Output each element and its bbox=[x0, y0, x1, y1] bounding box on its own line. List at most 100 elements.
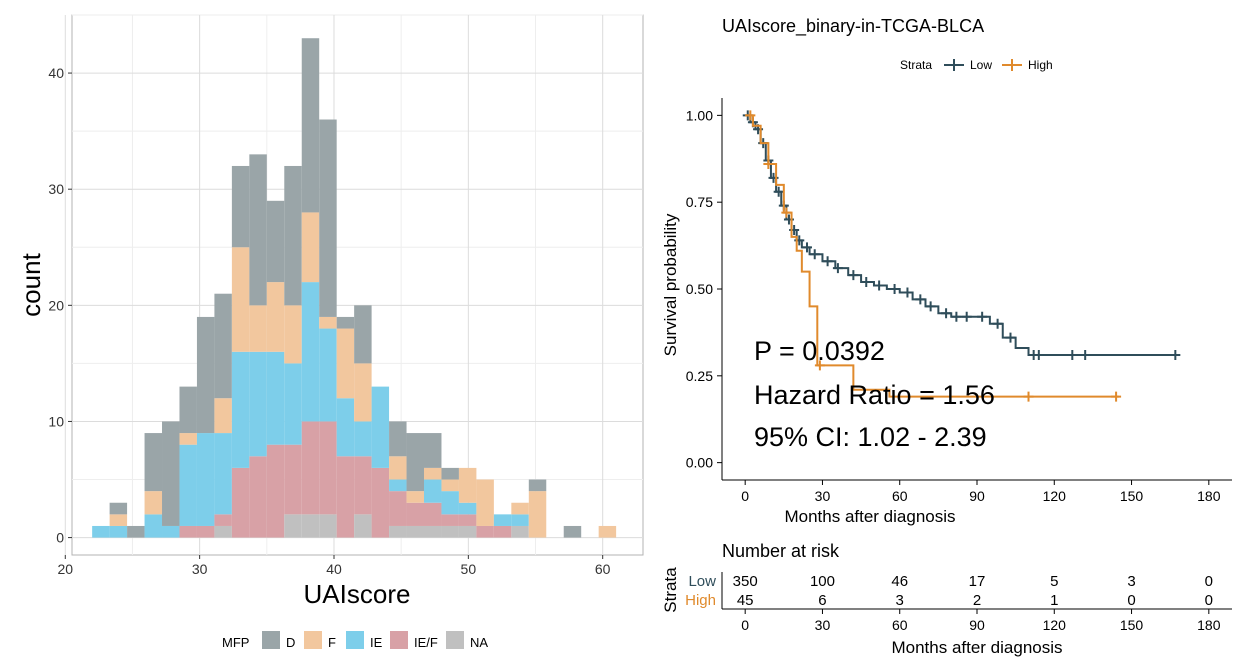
histogram-bar-ie bbox=[354, 421, 372, 457]
km-x-tick-label: 90 bbox=[969, 488, 985, 504]
x-tick-label: 40 bbox=[326, 561, 342, 577]
km-title: UAIscore_binary-in-TCGA-BLCA bbox=[722, 16, 984, 37]
histogram-bar-na bbox=[424, 525, 442, 538]
histogram-bar-ie bbox=[179, 444, 197, 526]
km-panel: UAIscore_binary-in-TCGA-BLCA Strata Low H… bbox=[661, 16, 1232, 526]
histogram-bar-d bbox=[266, 200, 285, 283]
histogram-bar-f bbox=[441, 479, 459, 492]
histogram-bar-f bbox=[598, 525, 617, 538]
histogram-bar-ie bbox=[196, 433, 215, 526]
legend-label: NA bbox=[470, 635, 488, 650]
histogram-bar-d bbox=[528, 479, 547, 492]
histogram-bar-ie bbox=[109, 525, 128, 538]
km-censor-mark-low bbox=[1005, 332, 1016, 343]
risk-x-tick-label: 150 bbox=[1120, 617, 1144, 633]
histogram-legend: MFP D F IE IE/F NA bbox=[222, 631, 488, 650]
risk-row-label-high: High bbox=[685, 592, 716, 609]
histogram-bar-d bbox=[196, 316, 215, 434]
histogram-grid bbox=[64, 14, 643, 555]
km-curve-high bbox=[745, 114, 1119, 398]
histogram-bar-f bbox=[511, 502, 529, 515]
histogram-bar-d bbox=[249, 154, 267, 306]
histogram-bar-ie bbox=[214, 433, 232, 515]
histogram-bar-d bbox=[162, 421, 180, 526]
histogram-bar-f bbox=[528, 491, 547, 538]
histogram-bar-f bbox=[214, 398, 232, 434]
histogram-bar-d bbox=[441, 467, 459, 480]
histogram-bar-ie-f bbox=[424, 502, 442, 526]
histogram-bar-ie-f bbox=[493, 525, 512, 538]
km-censor-mark-low bbox=[1080, 349, 1091, 360]
km-censor-mark-high bbox=[814, 360, 825, 371]
histogram-bar-f bbox=[476, 479, 494, 526]
legend-label: D bbox=[286, 635, 295, 650]
km-y-tick-label: 1.00 bbox=[686, 107, 713, 123]
histogram-bar-na bbox=[511, 525, 529, 538]
histogram-bar-d bbox=[179, 386, 197, 434]
histogram-bar-f bbox=[144, 491, 163, 515]
histogram-bar-ie-f bbox=[354, 456, 372, 515]
legend-swatch-ie bbox=[346, 631, 364, 649]
histogram-y-ticks: 0 10 20 30 40 bbox=[48, 65, 72, 546]
histogram-bar-na bbox=[389, 525, 407, 538]
histogram-bar-f bbox=[424, 467, 442, 480]
histogram-bar-ie bbox=[144, 514, 163, 538]
km-legend-label: High bbox=[1028, 58, 1053, 72]
histogram-bar-d bbox=[336, 316, 355, 329]
histogram-x-axis-label: UAIscore bbox=[304, 579, 411, 609]
km-censor-mark-low bbox=[977, 311, 988, 322]
km-x-tick-label: 180 bbox=[1197, 488, 1221, 504]
histogram-bar-d bbox=[127, 525, 145, 538]
histogram-bar-na bbox=[354, 514, 372, 538]
histogram-bar-ie-f bbox=[458, 514, 477, 526]
histogram-bar-f bbox=[179, 433, 197, 445]
histogram-bar-ie-f bbox=[389, 491, 407, 526]
km-censor-mark-low bbox=[832, 263, 843, 274]
histogram-bar-ie-f bbox=[231, 467, 250, 538]
histogram-bar-f bbox=[389, 456, 407, 480]
km-legend: Strata Low High bbox=[900, 58, 1053, 72]
histogram-bar-ie-f bbox=[179, 525, 197, 538]
risk-cell: 350 bbox=[733, 573, 758, 590]
risk-cell: 3 bbox=[896, 592, 904, 609]
risk-cell: 17 bbox=[969, 573, 986, 590]
histogram-bar-ie bbox=[511, 514, 529, 526]
histogram-bar-f bbox=[284, 305, 302, 364]
km-axes: 0 30 60 90 120 150 180 0.00 0.25 0.50 0.75 1.00 bbox=[686, 98, 1232, 504]
y-tick-label: 10 bbox=[48, 413, 64, 429]
histogram-bar-f bbox=[336, 328, 355, 399]
km-y-tick-label: 0.25 bbox=[686, 368, 713, 384]
histogram-bar-ie bbox=[266, 351, 285, 445]
km-censor-mark-low bbox=[941, 308, 952, 319]
risk-table-title: Number at risk bbox=[722, 541, 840, 561]
km-x-tick-label: 120 bbox=[1043, 488, 1067, 504]
km-y-tick-label: 0.75 bbox=[686, 194, 713, 210]
risk-cell: 1 bbox=[1050, 592, 1058, 609]
histogram-bar-ie-f bbox=[371, 467, 390, 538]
legend-swatch-ie-f bbox=[390, 631, 408, 649]
risk-cell: 0 bbox=[1205, 573, 1213, 590]
km-x-tick-label: 30 bbox=[815, 488, 831, 504]
x-tick-label: 50 bbox=[461, 561, 477, 577]
km-censor-mark-low bbox=[889, 284, 900, 294]
km-censor-mark-low bbox=[802, 242, 812, 253]
histogram-bar-f bbox=[406, 491, 425, 503]
km-censor-mark-low bbox=[951, 311, 962, 322]
histogram-bar-ie-f bbox=[284, 444, 302, 515]
km-x-axis-label: Months after diagnosis bbox=[784, 507, 955, 526]
km-censor-mark-low bbox=[902, 287, 913, 298]
histogram-bar-d bbox=[563, 525, 582, 538]
km-censor-mark-high bbox=[763, 158, 774, 169]
risk-x-tick-label: 180 bbox=[1197, 617, 1221, 633]
legend-label: F bbox=[328, 635, 336, 650]
histogram-bar-ie bbox=[424, 479, 442, 503]
y-tick-label: 30 bbox=[48, 181, 64, 197]
histogram-y-axis-label: count bbox=[16, 252, 46, 316]
km-censor-mark-high bbox=[1023, 391, 1034, 402]
histogram-bar-ie-f bbox=[476, 525, 494, 538]
km-censor-mark-low bbox=[961, 311, 972, 322]
legend-label: IE bbox=[370, 635, 383, 650]
km-curve-low bbox=[745, 114, 1178, 356]
